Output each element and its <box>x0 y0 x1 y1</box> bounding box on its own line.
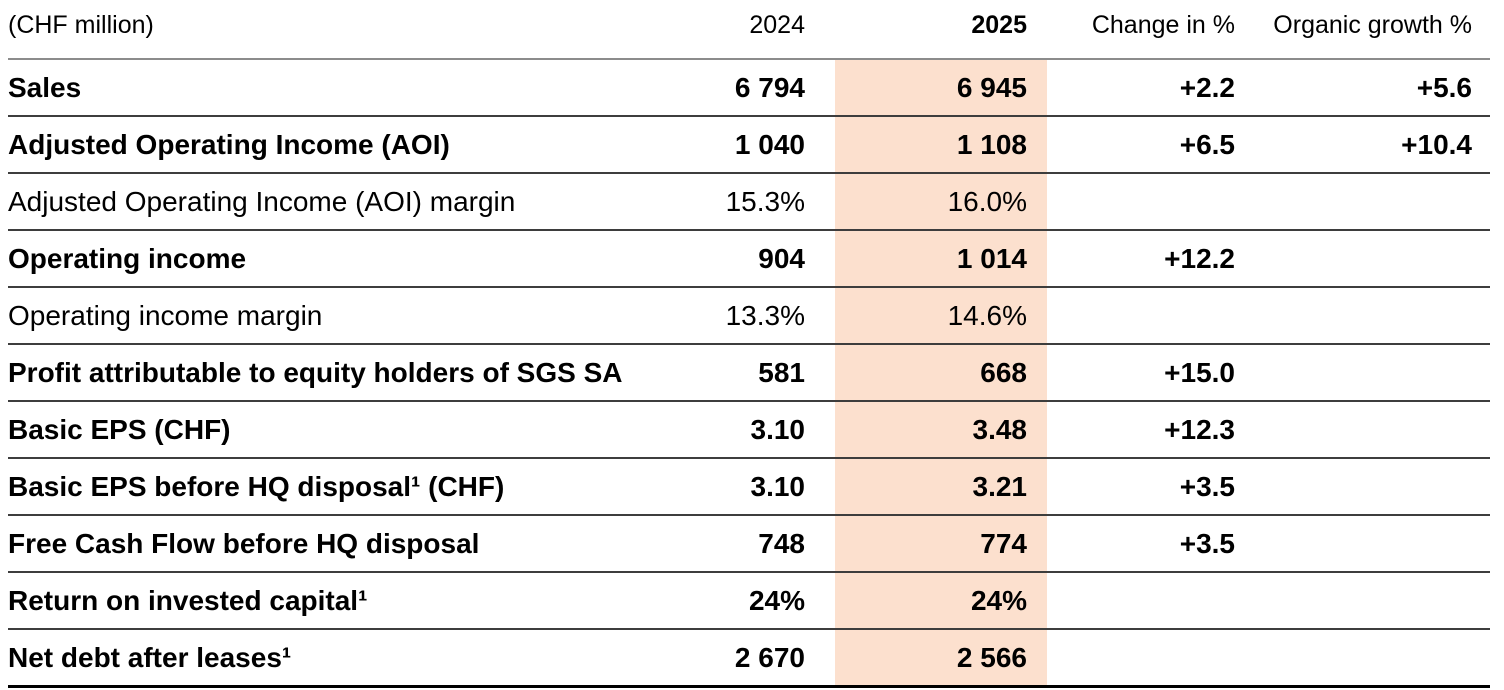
value-2024: 6 794 <box>680 59 835 117</box>
value-organic <box>1247 344 1490 402</box>
row-label: Sales <box>8 59 680 117</box>
value-2024: 3.10 <box>680 401 835 459</box>
table-row: Adjusted Operating Income (AOI) 1 040 1 … <box>8 116 1490 174</box>
value-2024: 581 <box>680 344 835 402</box>
value-organic <box>1247 173 1490 231</box>
row-label: Adjusted Operating Income (AOI) <box>8 116 680 174</box>
value-2025: 774 <box>835 515 1047 573</box>
value-change: +12.2 <box>1047 230 1247 288</box>
table-row: Sales 6 794 6 945 +2.2 +5.6 <box>8 59 1490 117</box>
row-label: Basic EPS (CHF) <box>8 401 680 459</box>
value-2025: 1 014 <box>835 230 1047 288</box>
table-row: Operating income margin 13.3% 14.6% <box>8 287 1490 345</box>
value-2025: 6 945 <box>835 59 1047 117</box>
row-label: Net debt after leases¹ <box>8 629 680 688</box>
value-2025: 2 566 <box>835 629 1047 688</box>
column-header-2025: 2025 <box>835 0 1047 60</box>
value-change: +3.5 <box>1047 515 1247 573</box>
value-2024: 2 670 <box>680 629 835 688</box>
value-organic <box>1247 629 1490 688</box>
value-2025: 3.48 <box>835 401 1047 459</box>
value-2025: 1 108 <box>835 116 1047 174</box>
column-header-2024: 2024 <box>680 0 835 60</box>
value-change <box>1047 572 1247 630</box>
value-change: +6.5 <box>1047 116 1247 174</box>
table-row: Net debt after leases¹ 2 670 2 566 <box>8 629 1490 688</box>
value-organic <box>1247 572 1490 630</box>
row-label: Return on invested capital¹ <box>8 572 680 630</box>
table-row: Basic EPS (CHF) 3.10 3.48 +12.3 <box>8 401 1490 459</box>
value-2024: 748 <box>680 515 835 573</box>
financial-highlights-table: (CHF million) 2024 2025 Change in % Orga… <box>8 0 1490 688</box>
value-change <box>1047 287 1247 345</box>
column-header-change: Change in % <box>1047 0 1247 60</box>
value-change <box>1047 629 1247 688</box>
table-row: Adjusted Operating Income (AOI) margin 1… <box>8 173 1490 231</box>
value-2025: 24% <box>835 572 1047 630</box>
value-organic: +5.6 <box>1247 59 1490 117</box>
table-row: Free Cash Flow before HQ disposal 748 77… <box>8 515 1490 573</box>
table-body: Sales 6 794 6 945 +2.2 +5.6 Adjusted Ope… <box>8 59 1490 688</box>
value-2024: 24% <box>680 572 835 630</box>
value-organic <box>1247 458 1490 516</box>
value-organic <box>1247 230 1490 288</box>
value-organic <box>1247 401 1490 459</box>
value-organic <box>1247 515 1490 573</box>
row-label: Profit attributable to equity holders of… <box>8 344 680 402</box>
value-2025: 16.0% <box>835 173 1047 231</box>
row-label: Adjusted Operating Income (AOI) margin <box>8 173 680 231</box>
table-row: Operating income 904 1 014 +12.2 <box>8 230 1490 288</box>
value-2024: 904 <box>680 230 835 288</box>
row-label: Operating income <box>8 230 680 288</box>
value-2024: 15.3% <box>680 173 835 231</box>
value-change: +3.5 <box>1047 458 1247 516</box>
row-label: Operating income margin <box>8 287 680 345</box>
table-header: (CHF million) 2024 2025 Change in % Orga… <box>8 0 1490 60</box>
value-2024: 13.3% <box>680 287 835 345</box>
value-organic: +10.4 <box>1247 116 1490 174</box>
unit-label: (CHF million) <box>8 0 680 60</box>
value-2025: 668 <box>835 344 1047 402</box>
row-label: Free Cash Flow before HQ disposal <box>8 515 680 573</box>
value-2025: 3.21 <box>835 458 1047 516</box>
value-2024: 1 040 <box>680 116 835 174</box>
value-change: +2.2 <box>1047 59 1247 117</box>
header-row: (CHF million) 2024 2025 Change in % Orga… <box>8 0 1490 60</box>
value-2024: 3.10 <box>680 458 835 516</box>
value-change: +15.0 <box>1047 344 1247 402</box>
row-label: Basic EPS before HQ disposal¹ (CHF) <box>8 458 680 516</box>
value-2025: 14.6% <box>835 287 1047 345</box>
value-change: +12.3 <box>1047 401 1247 459</box>
value-organic <box>1247 287 1490 345</box>
column-header-organic: Organic growth % <box>1247 0 1490 60</box>
table-row: Profit attributable to equity holders of… <box>8 344 1490 402</box>
value-change <box>1047 173 1247 231</box>
table-row: Return on invested capital¹ 24% 24% <box>8 572 1490 630</box>
table-row: Basic EPS before HQ disposal¹ (CHF) 3.10… <box>8 458 1490 516</box>
